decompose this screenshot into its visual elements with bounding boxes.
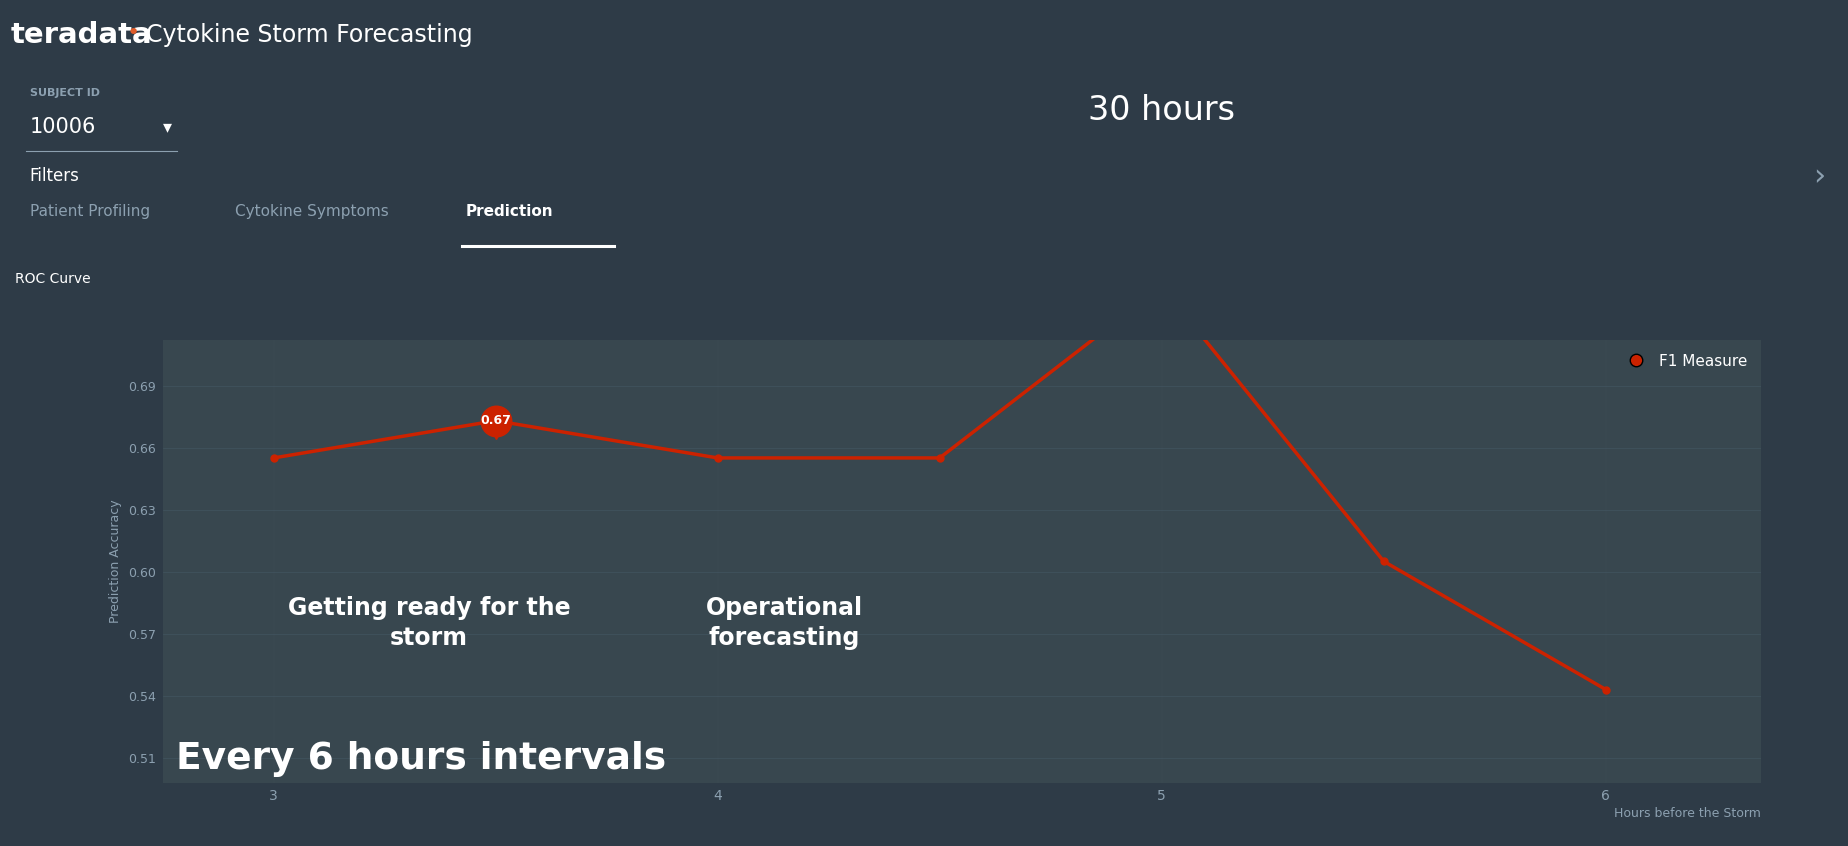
- Text: Filters: Filters: [30, 168, 79, 185]
- Y-axis label: Prediction Accuracy: Prediction Accuracy: [109, 499, 122, 624]
- Text: Every 6 hours intervals: Every 6 hours intervals: [176, 741, 665, 777]
- Legend: F1 Measure: F1 Measure: [1615, 348, 1754, 375]
- Text: Cytokine Symptoms: Cytokine Symptoms: [235, 205, 388, 219]
- Text: SUBJECT ID: SUBJECT ID: [30, 88, 100, 98]
- Text: Prediction: Prediction: [466, 205, 553, 219]
- Text: Patient Profiling: Patient Profiling: [30, 205, 150, 219]
- Text: ›: ›: [1813, 162, 1826, 191]
- Text: •: •: [126, 24, 140, 43]
- Text: 0.67: 0.67: [480, 415, 512, 427]
- Text: Operational
forecasting: Operational forecasting: [706, 596, 863, 651]
- Text: Getting ready for the
storm: Getting ready for the storm: [288, 596, 571, 651]
- Text: ▾: ▾: [163, 118, 172, 136]
- Text: 30 hours: 30 hours: [1088, 94, 1234, 127]
- Text: 10006: 10006: [30, 118, 96, 137]
- Text: Cytokine Storm Forecasting: Cytokine Storm Forecasting: [146, 23, 473, 47]
- Text: ROC Curve: ROC Curve: [15, 272, 91, 286]
- Text: teradata: teradata: [11, 20, 153, 49]
- Text: Hours before the Storm: Hours before the Storm: [1615, 807, 1761, 820]
